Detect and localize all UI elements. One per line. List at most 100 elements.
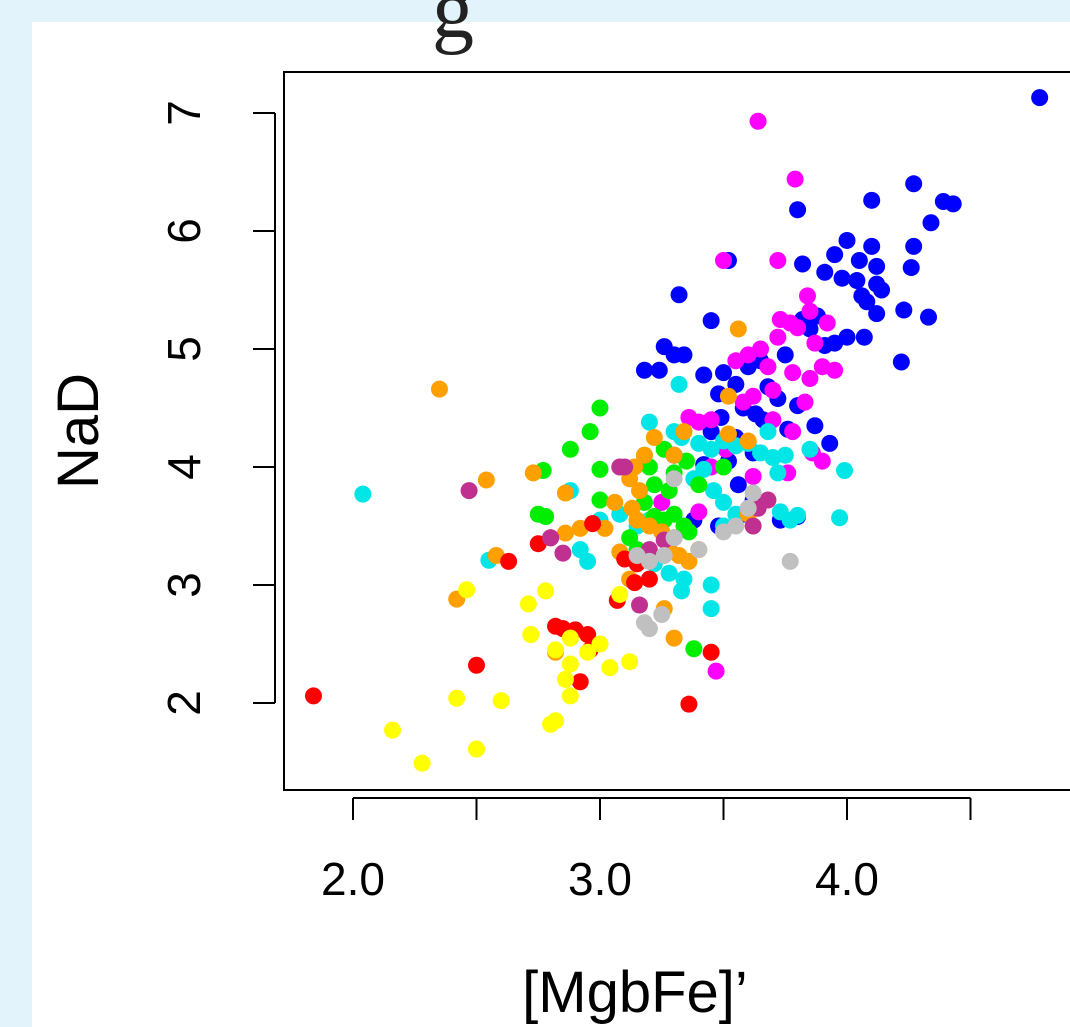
scatter-point xyxy=(739,499,757,517)
scatter-point xyxy=(685,640,703,658)
scatter-point xyxy=(769,252,787,269)
scatter-point xyxy=(920,308,938,326)
scatter-point xyxy=(690,541,708,559)
y-axis: 2 3 4 5 6 7 xyxy=(158,100,276,716)
scatter-point xyxy=(868,305,886,323)
scatter-point xyxy=(715,252,732,269)
scatter-point xyxy=(621,653,639,671)
scatter-point xyxy=(477,471,495,489)
scatter-point xyxy=(571,673,589,691)
scatter-point xyxy=(561,629,579,647)
scatter-point xyxy=(561,655,579,673)
y-tick-label: 6 xyxy=(158,218,210,244)
scatter-point xyxy=(584,515,602,533)
scatter-point xyxy=(547,712,565,730)
scatter-point xyxy=(776,446,794,464)
scatter-point xyxy=(905,175,923,193)
scatter-point xyxy=(764,381,782,399)
scatter-point xyxy=(640,413,658,431)
scatter-point xyxy=(665,505,683,523)
scatter-point xyxy=(905,237,923,255)
plot-panel: g xyxy=(32,0,1070,1027)
scatter-point xyxy=(868,257,886,275)
y-axis-label: NaD xyxy=(46,373,111,489)
scatter-point xyxy=(581,423,599,441)
scatter-point xyxy=(460,482,478,500)
scatter-point xyxy=(468,740,485,758)
scatter-point xyxy=(798,287,816,305)
scatter-point xyxy=(635,361,653,379)
scatter-point xyxy=(801,320,819,338)
scatter-point xyxy=(776,346,794,364)
scatter-point xyxy=(922,214,940,232)
scatter-point xyxy=(458,581,476,599)
scatter-point xyxy=(784,423,802,441)
scatter-point xyxy=(690,413,708,431)
scatter-point xyxy=(665,529,683,547)
scatter-point xyxy=(591,491,609,509)
scatter-point xyxy=(855,328,873,346)
scatter-point xyxy=(818,314,836,332)
scatter-point xyxy=(670,375,688,393)
scatter-point xyxy=(759,423,777,441)
scatter-point xyxy=(384,721,402,739)
scatter-point xyxy=(304,687,322,705)
scatter-point xyxy=(749,112,767,130)
scatter-point xyxy=(863,237,881,255)
scatter-point xyxy=(601,659,619,677)
scatter-point xyxy=(1031,89,1049,107)
scatter-point xyxy=(628,547,646,564)
scatter-point xyxy=(680,552,698,570)
scatter-point xyxy=(833,269,851,287)
scatter-point xyxy=(665,446,683,464)
scatter-point xyxy=(519,595,537,613)
scatter-point xyxy=(789,319,807,337)
scatter-point xyxy=(744,467,762,485)
cropped-heading-fragment: g xyxy=(432,0,474,56)
scatter-point xyxy=(781,511,799,529)
scatter-point xyxy=(579,643,597,661)
scatter-point xyxy=(468,656,485,674)
scatter-point xyxy=(826,361,844,379)
scatter-point xyxy=(500,552,518,570)
scatter-point xyxy=(616,458,634,476)
scatter-point xyxy=(631,596,649,614)
scatter-point xyxy=(660,564,678,582)
x-tick-label: 3.0 xyxy=(568,853,632,905)
scatter-point xyxy=(821,434,839,452)
scatter-point xyxy=(522,626,540,644)
scatter-point xyxy=(591,635,609,653)
scatter-point xyxy=(645,476,663,494)
scatter-point xyxy=(705,482,723,500)
scatter-point xyxy=(848,272,866,290)
scatter-point xyxy=(626,574,644,592)
scatter-point xyxy=(801,440,819,458)
scatter-point xyxy=(702,600,720,618)
scatter-point xyxy=(806,334,824,352)
scatter-point xyxy=(719,387,737,405)
scatter-point xyxy=(744,517,762,535)
scatter-point xyxy=(690,476,708,494)
scatter-point xyxy=(715,523,732,541)
scatter-point xyxy=(707,662,725,680)
scatter-point xyxy=(863,191,881,209)
scatter-point xyxy=(631,482,649,500)
scatter-point xyxy=(537,508,555,526)
scatter-point xyxy=(739,432,757,450)
scatter-point xyxy=(796,393,814,411)
scatter-point xyxy=(354,485,372,503)
scatter-point xyxy=(606,493,624,511)
scatter-point xyxy=(902,259,920,277)
scatter-point xyxy=(838,231,856,249)
scatter-point xyxy=(579,626,597,644)
scatter-point xyxy=(640,570,658,588)
scatter-point xyxy=(675,346,693,364)
x-axis: 2.0 3.0 4.0 xyxy=(321,797,972,905)
scatter-point xyxy=(645,429,663,446)
scatter-point xyxy=(673,582,691,600)
scatter-point xyxy=(665,629,683,647)
scatter-point xyxy=(794,255,812,273)
scatter-point xyxy=(561,687,579,705)
